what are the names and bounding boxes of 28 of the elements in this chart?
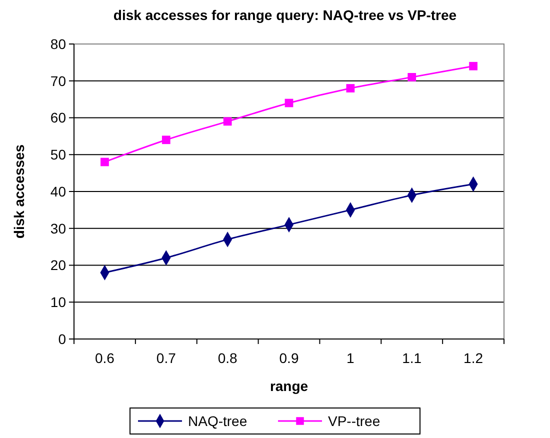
x-tick-label: 0.7 [156,350,176,366]
x-tick-label: 0.6 [94,350,115,366]
x-tick-label: 0.8 [218,350,238,366]
x-tick-label: 0.9 [279,350,299,366]
point [346,84,355,92]
point [469,62,478,70]
y-tick-label: 80 [50,36,66,52]
point [284,98,294,108]
point [223,117,232,126]
chart-title: disk accesses for range query: NAQ-tree vs VP-tree [113,7,457,23]
y-tick-label: 70 [50,72,66,89]
y-tick-label: 30 [50,220,66,236]
y-tick-label: 10 [50,294,66,310]
y-tick-label: 0 [58,330,66,347]
y-axis-title: disk accesses [11,144,27,239]
x-tick-label: 1.1 [402,350,422,366]
x-axis-title: range [270,378,308,394]
point [100,158,109,166]
point [162,136,170,144]
legend-label: VP--tree [328,412,380,429]
y-tick-label: 20 [50,257,66,274]
x-tick-label: 1.2 [464,350,484,366]
point [408,73,416,82]
legend-label: NAQ-tree [188,412,248,429]
y-tick-label: 40 [50,183,66,200]
y-tick-label: 60 [50,110,66,126]
x-tick-label: 1 [346,350,355,366]
y-tick-label: 50 [50,146,66,163]
